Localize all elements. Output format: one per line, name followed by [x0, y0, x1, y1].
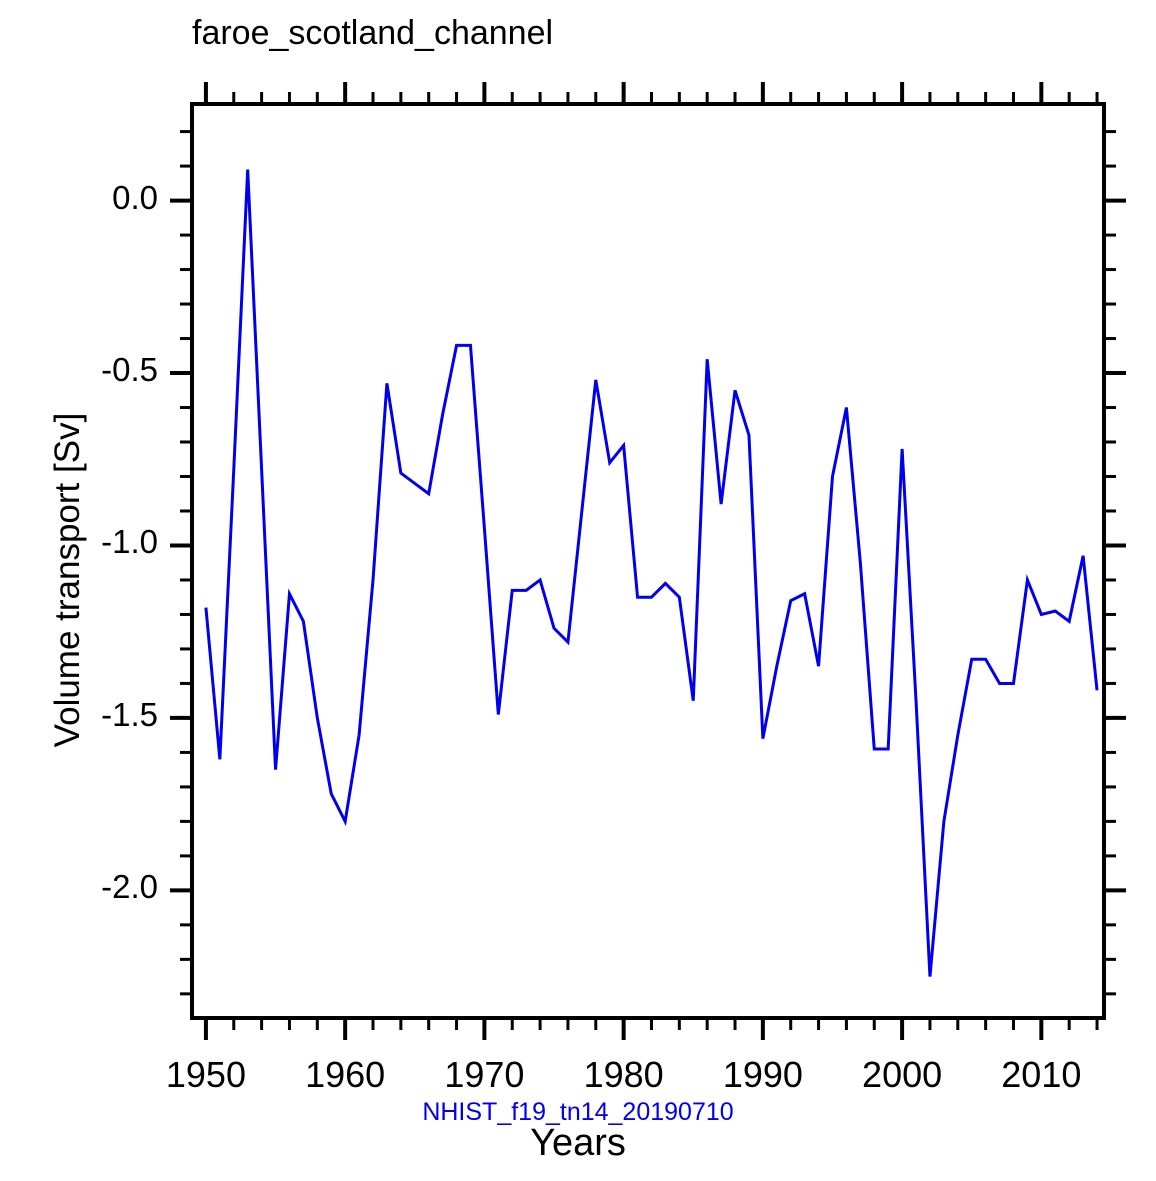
x-tick-label: 2000 [862, 1054, 943, 1095]
chart-title: faroe_scotland_channel [192, 14, 554, 52]
x-tick-label: 1960 [305, 1054, 386, 1095]
y-tick-label: -2.0 [101, 868, 158, 906]
x-tick-label: 2010 [1001, 1054, 1082, 1095]
chart-subtitle: NHIST_f19_tn14_20190710 [422, 1098, 734, 1126]
y-axis-ticks [170, 130, 1126, 996]
x-axis-ticks [203, 82, 1099, 1040]
y-tick-label: -1.0 [101, 523, 158, 561]
y-tick-label: 0.0 [112, 178, 158, 216]
data-line-series [204, 169, 1099, 977]
x-tick-label: 1970 [444, 1054, 525, 1095]
x-tick-label: 1950 [165, 1054, 246, 1095]
x-axis-label: Years [530, 1122, 626, 1164]
data-series-group [204, 169, 1099, 977]
x-tick-label: 1990 [722, 1054, 803, 1095]
y-tick-label: -1.5 [101, 695, 158, 733]
axis-frame [190, 102, 1106, 1020]
y-tick-label: -0.5 [101, 351, 158, 389]
x-tick-label: 1980 [583, 1054, 664, 1095]
